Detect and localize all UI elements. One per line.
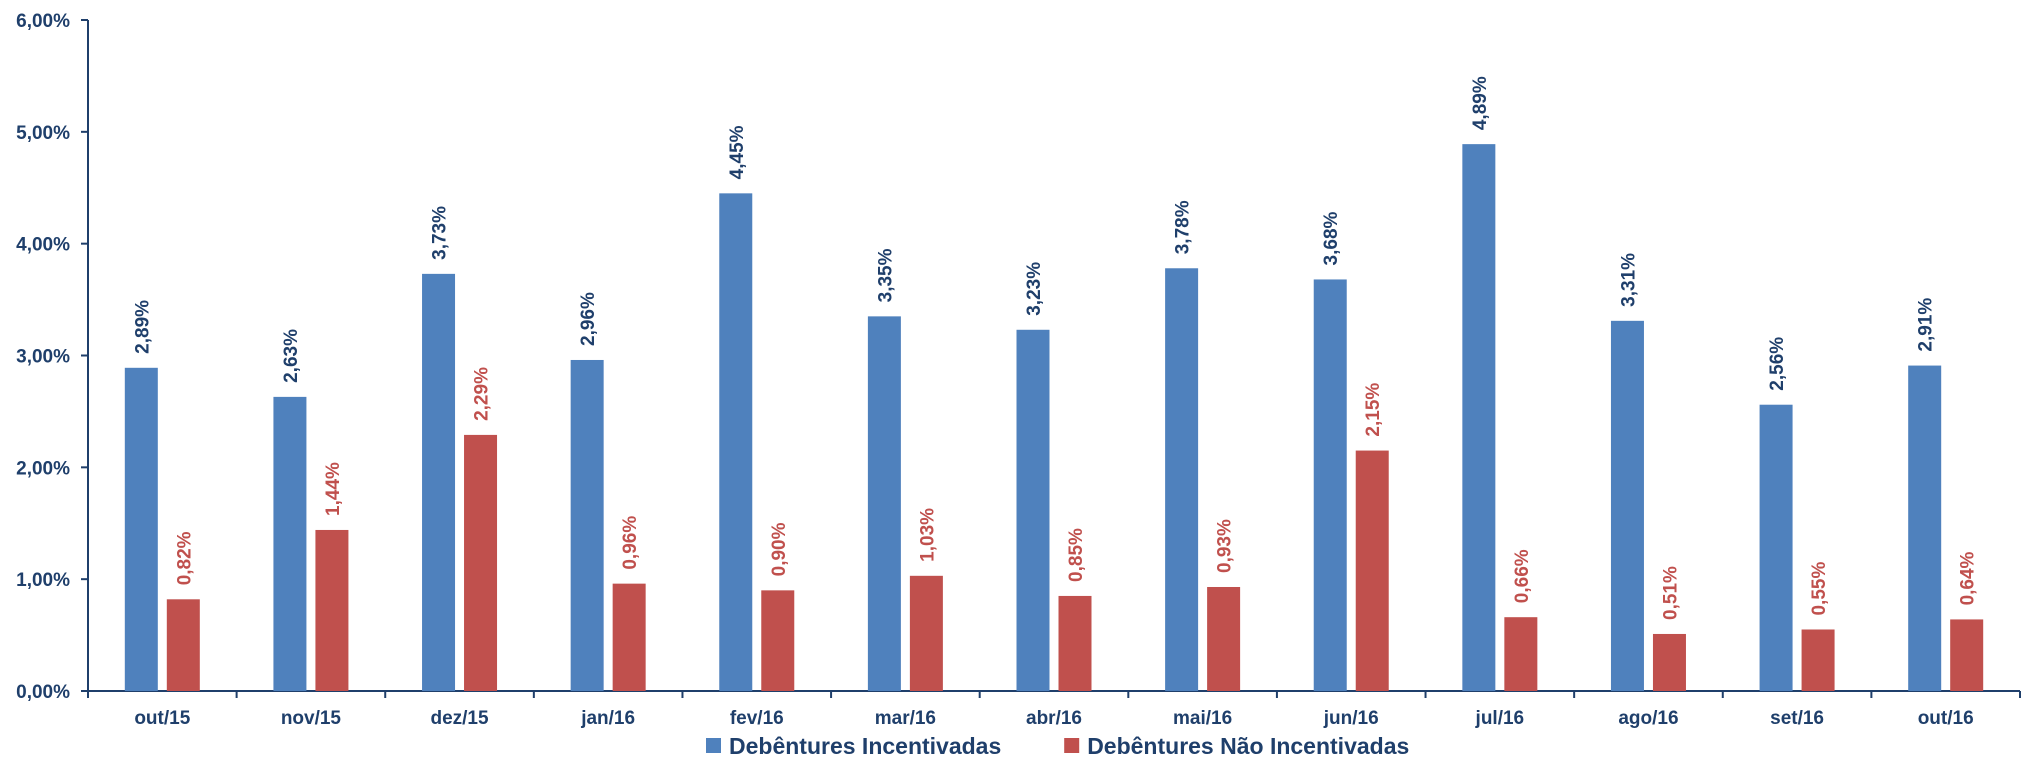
legend-swatch: [706, 738, 721, 753]
bar-value-label: 2,91%: [1916, 298, 1937, 352]
x-tick-label: out/15: [134, 708, 190, 729]
bar-nao-incentivadas: [1058, 595, 1092, 691]
bar-value-label: 0,66%: [1512, 549, 1533, 603]
x-axis: out/15 nov/15 dez/15 jan/16 fev/16 mar/16 abr/…: [87, 690, 2021, 729]
legend-swatch: [1064, 738, 1080, 753]
x-tick-label: jan/16: [580, 708, 635, 729]
x-tick-label: dez/15: [430, 708, 489, 729]
bar-nao-incentivadas: [909, 575, 943, 691]
bar-incentivadas: [1016, 329, 1050, 691]
x-tick-label: nov/15: [281, 708, 342, 729]
x-tick-label: mar/16: [875, 708, 936, 729]
bar-value-label: 0,64%: [1958, 551, 1979, 605]
y-tick-label: 0,00%: [16, 682, 70, 703]
x-tick-label: out/16: [1918, 708, 1974, 729]
bar-value-label: 1,03%: [917, 508, 938, 562]
bar-incentivadas: [422, 273, 456, 691]
x-tick-label: abr/16: [1026, 708, 1082, 729]
bar-value-label: 3,68%: [1321, 211, 1342, 265]
bar-value-label: 3,23%: [1024, 262, 1045, 316]
bar-nao-incentivadas: [315, 529, 349, 691]
bar-nao-incentivadas: [464, 434, 498, 691]
bar-incentivadas: [1908, 365, 1942, 691]
bar-incentivadas: [1610, 320, 1644, 691]
bar-value-label: 0,55%: [1809, 562, 1830, 616]
x-tick-label: fev/16: [730, 708, 784, 729]
bar-value-label: 2,56%: [1767, 337, 1788, 391]
bar-incentivadas: [1165, 268, 1199, 691]
bar-value-label: 1,44%: [323, 462, 344, 516]
bar-value-label: 4,89%: [1470, 76, 1491, 130]
y-tick-label: 4,00%: [16, 235, 70, 256]
bar-value-label: 0,90%: [769, 522, 790, 576]
x-tick-label: mai/16: [1173, 708, 1232, 729]
bar-incentivadas: [1759, 404, 1793, 691]
bar-value-label: 2,63%: [281, 329, 302, 383]
bar-value-label: 3,78%: [1173, 200, 1194, 254]
bar-value-label: 4,45%: [727, 125, 748, 179]
bar-incentivadas: [719, 193, 753, 691]
bar-value-label: 3,73%: [430, 206, 451, 260]
bar-nao-incentivadas: [166, 599, 200, 691]
bar-value-label: 2,96%: [578, 292, 599, 346]
bar-nao-incentivadas: [761, 590, 795, 691]
legend-label: Debêntures Incentivadas: [729, 733, 1001, 759]
bar-nao-incentivadas: [1207, 586, 1241, 691]
bar-nao-incentivadas: [1801, 629, 1835, 691]
bar-value-label: 0,85%: [1066, 528, 1087, 582]
bar-nao-incentivadas: [612, 583, 646, 691]
bar-incentivadas: [1462, 144, 1496, 691]
value-labels: 2,89% 2,63% 3,73% 2,96% 4,45% 3,35% 3,23% 3,78%…: [132, 76, 1978, 620]
bar-incentivadas: [1313, 279, 1347, 691]
legend: Debêntures Incentivadas Debêntures Não In…: [706, 733, 1409, 759]
bar-incentivadas: [273, 396, 307, 691]
bar-value-label: 2,15%: [1363, 383, 1384, 437]
x-tick-label: jun/16: [1323, 708, 1379, 729]
bar-nao-incentivadas: [1504, 617, 1538, 691]
bar-value-label: 0,51%: [1660, 566, 1681, 620]
y-axis: 0,00% 1,00% 2,00% 3,00% 4,00% 5,00% 6,00%: [16, 11, 89, 703]
bar-nao-incentivadas: [1652, 633, 1686, 691]
bar-value-label: 3,35%: [875, 248, 896, 302]
bar-value-label: 0,93%: [1215, 519, 1236, 573]
x-tick-label: set/16: [1770, 708, 1824, 729]
x-tick-label: ago/16: [1618, 708, 1678, 729]
bar-value-label: 0,82%: [174, 531, 195, 585]
bar-value-label: 2,29%: [472, 367, 493, 421]
bar-value-label: 0,96%: [620, 516, 641, 570]
bar-nao-incentivadas: [1950, 619, 1984, 691]
y-tick-label: 5,00%: [16, 123, 70, 144]
bar-value-label: 3,31%: [1618, 253, 1639, 307]
bar-incentivadas: [570, 359, 604, 691]
x-tick-label: jul/16: [1475, 708, 1525, 729]
y-tick-label: 1,00%: [16, 570, 70, 591]
y-tick-label: 6,00%: [16, 11, 70, 32]
bars: [124, 144, 1984, 691]
y-tick-label: 2,00%: [16, 458, 70, 479]
bar-value-label: 2,89%: [132, 300, 153, 354]
bar-incentivadas: [867, 316, 901, 691]
y-tick-label: 3,00%: [16, 347, 70, 368]
legend-label: Debêntures Não Incentivadas: [1087, 733, 1409, 759]
bar-nao-incentivadas: [1355, 450, 1389, 691]
bar-incentivadas: [124, 367, 158, 691]
